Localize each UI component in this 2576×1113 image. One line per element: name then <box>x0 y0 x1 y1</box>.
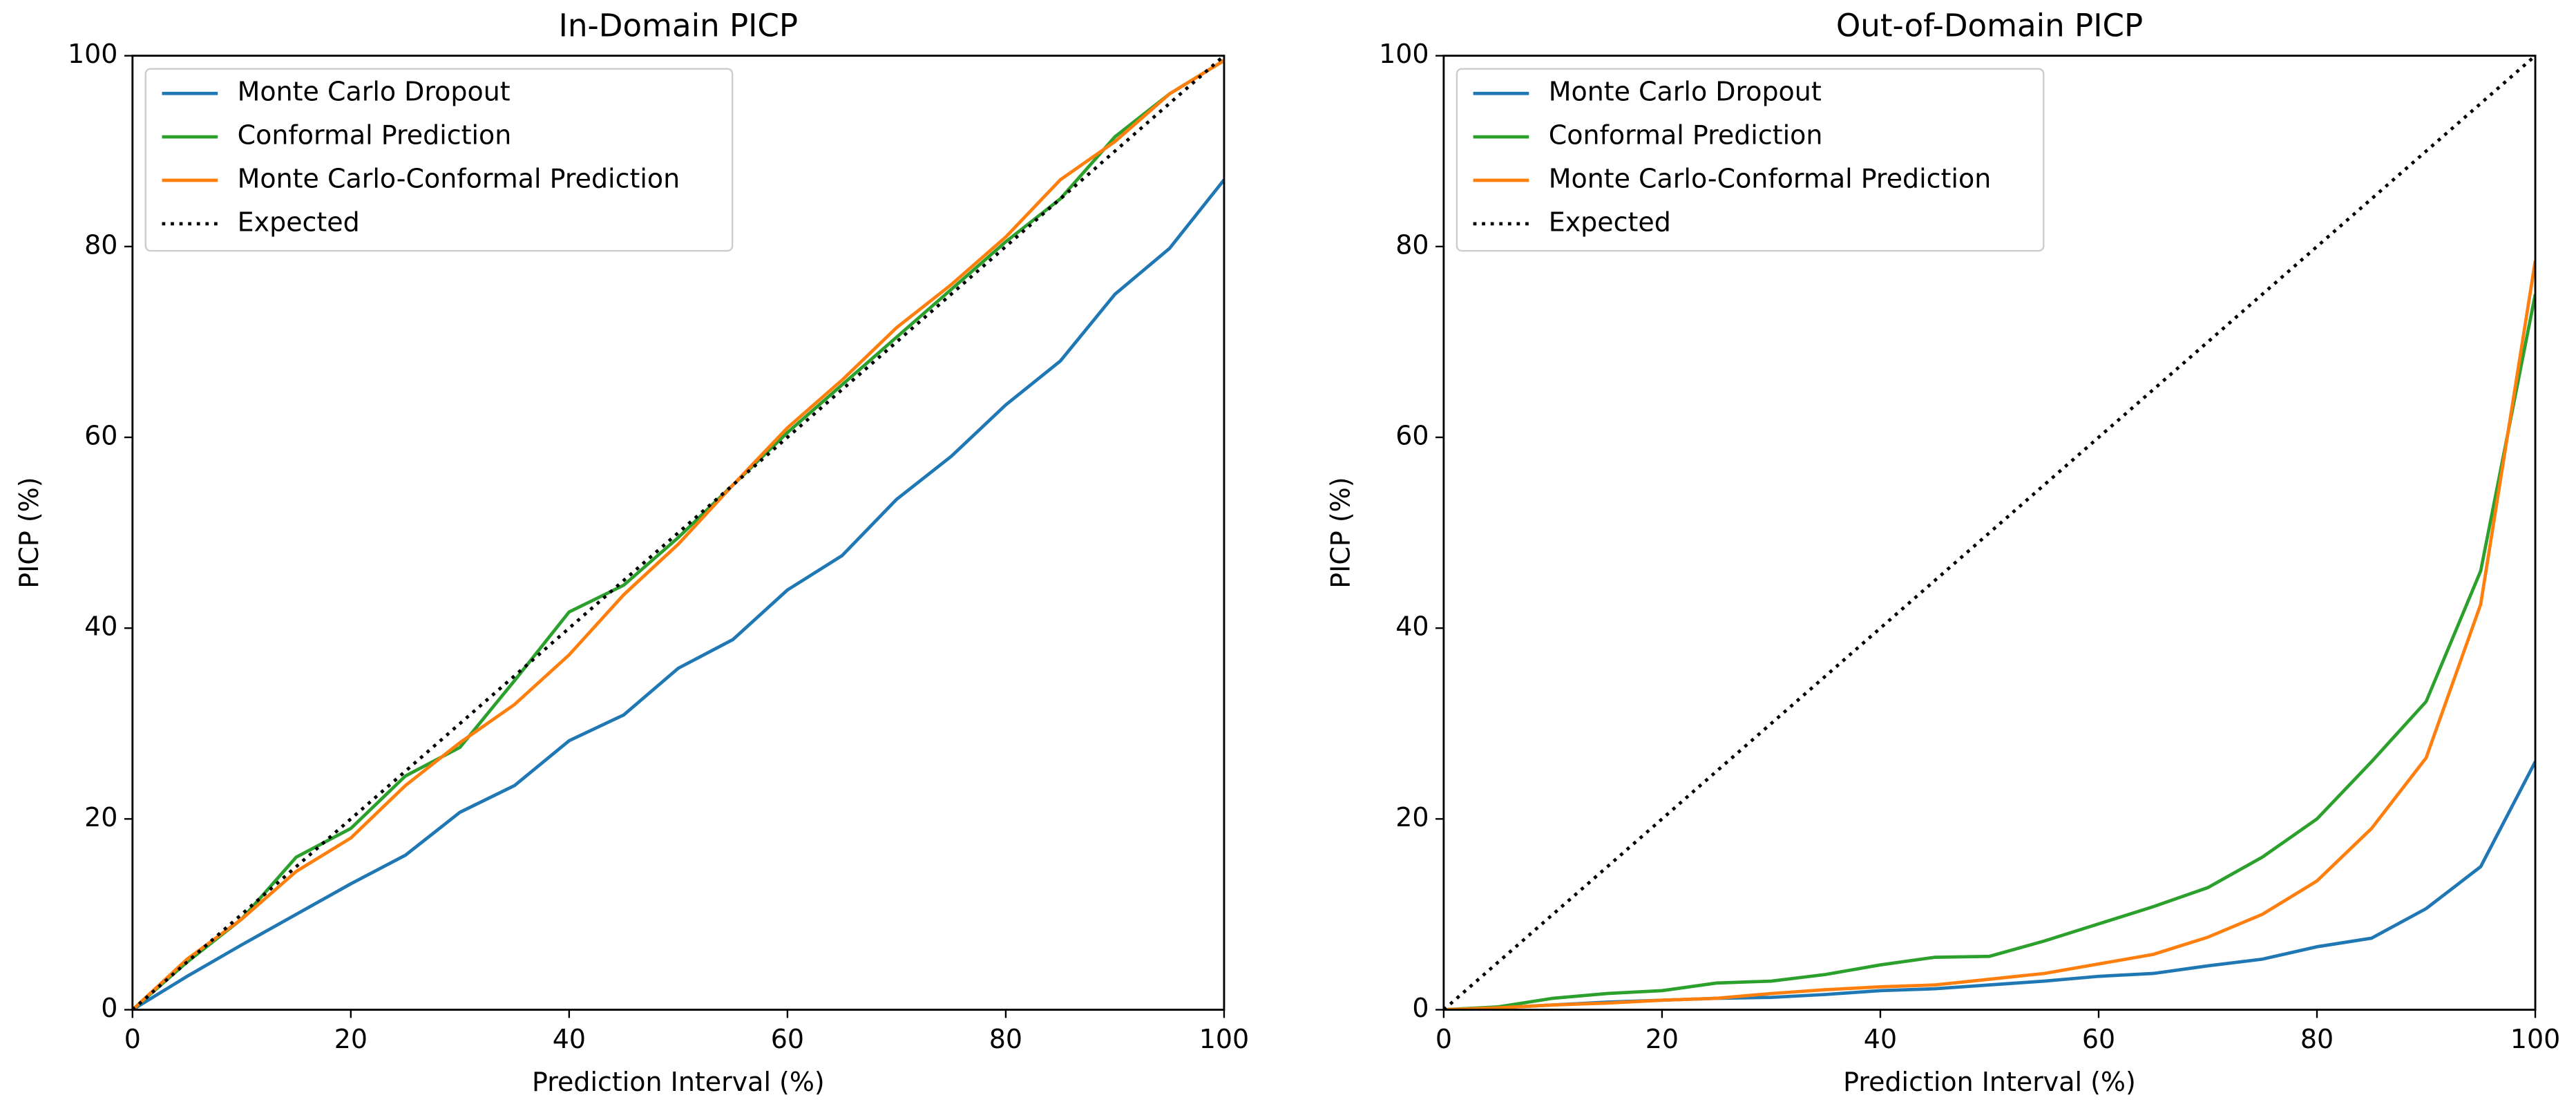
series-line <box>1443 761 2536 1010</box>
y-tick-label: 20 <box>84 802 117 833</box>
series-line <box>1443 55 2536 1010</box>
x-tick-label: 40 <box>1864 1024 1897 1054</box>
y-tick-label: 20 <box>1395 802 1429 833</box>
x-axis-label: Prediction Interval (%) <box>532 1067 825 1097</box>
y-tick-label: 80 <box>84 229 117 260</box>
x-axis-label: Prediction Interval (%) <box>1843 1067 2136 1097</box>
series-line <box>132 55 1224 1010</box>
x-tick-label: 60 <box>2082 1024 2115 1054</box>
series-line <box>132 59 1224 1010</box>
y-tick-label: 100 <box>68 39 117 69</box>
panel: In-Domain PICP Prediction Interval (%) PIC… <box>14 7 1249 1096</box>
x-tick-label: 0 <box>124 1024 141 1054</box>
y-tick-label: 60 <box>84 421 117 451</box>
y-tick-label: 0 <box>1412 993 1429 1023</box>
legend-box <box>1456 68 2045 252</box>
y-tick-label: 80 <box>1395 229 1429 260</box>
x-tick-label: 100 <box>2510 1024 2560 1054</box>
y-tick-label: 40 <box>1395 611 1429 642</box>
y-axis-label: PICP (%) <box>1325 477 1355 588</box>
x-tick-label: 60 <box>771 1024 804 1054</box>
x-tick-label: 100 <box>1199 1024 1249 1054</box>
series-line <box>1443 294 2536 1010</box>
x-tick-label: 80 <box>2300 1024 2334 1054</box>
y-tick-label: 60 <box>1395 421 1429 451</box>
y-tick-label: 40 <box>84 611 117 642</box>
x-tick-label: 40 <box>553 1024 586 1054</box>
legend-box <box>144 68 734 252</box>
legend-label: Monte Carlo Dropout <box>1549 77 1822 107</box>
legend-label: Conformal Prediction <box>238 120 512 151</box>
series-line <box>132 178 1224 1010</box>
plot-frame <box>1442 55 2537 1011</box>
legend-label: Expected <box>238 207 360 237</box>
chart-title: In-Domain PICP <box>559 7 798 44</box>
x-tick-label: 20 <box>334 1024 368 1054</box>
legend-label: Monte Carlo-Conformal Prediction <box>1549 163 1992 193</box>
series-line <box>1443 260 2536 1010</box>
legend-label: Conformal Prediction <box>1549 120 1823 151</box>
y-axis-label: PICP (%) <box>14 477 44 588</box>
legend-label: Monte Carlo Dropout <box>238 77 511 107</box>
y-tick-label: 100 <box>1379 39 1429 69</box>
panel: Out-of-Domain PICP Prediction Interval (%… <box>1325 7 2560 1096</box>
x-tick-label: 0 <box>1435 1024 1452 1054</box>
x-tick-label: 80 <box>989 1024 1022 1054</box>
chart-title: Out-of-Domain PICP <box>1836 7 2143 44</box>
x-tick-label: 20 <box>1645 1024 1679 1054</box>
legend-label: Monte Carlo-Conformal Prediction <box>238 163 680 193</box>
plot-frame <box>131 55 1225 1011</box>
y-tick-label: 0 <box>101 993 117 1023</box>
legend-label: Expected <box>1549 207 1671 237</box>
